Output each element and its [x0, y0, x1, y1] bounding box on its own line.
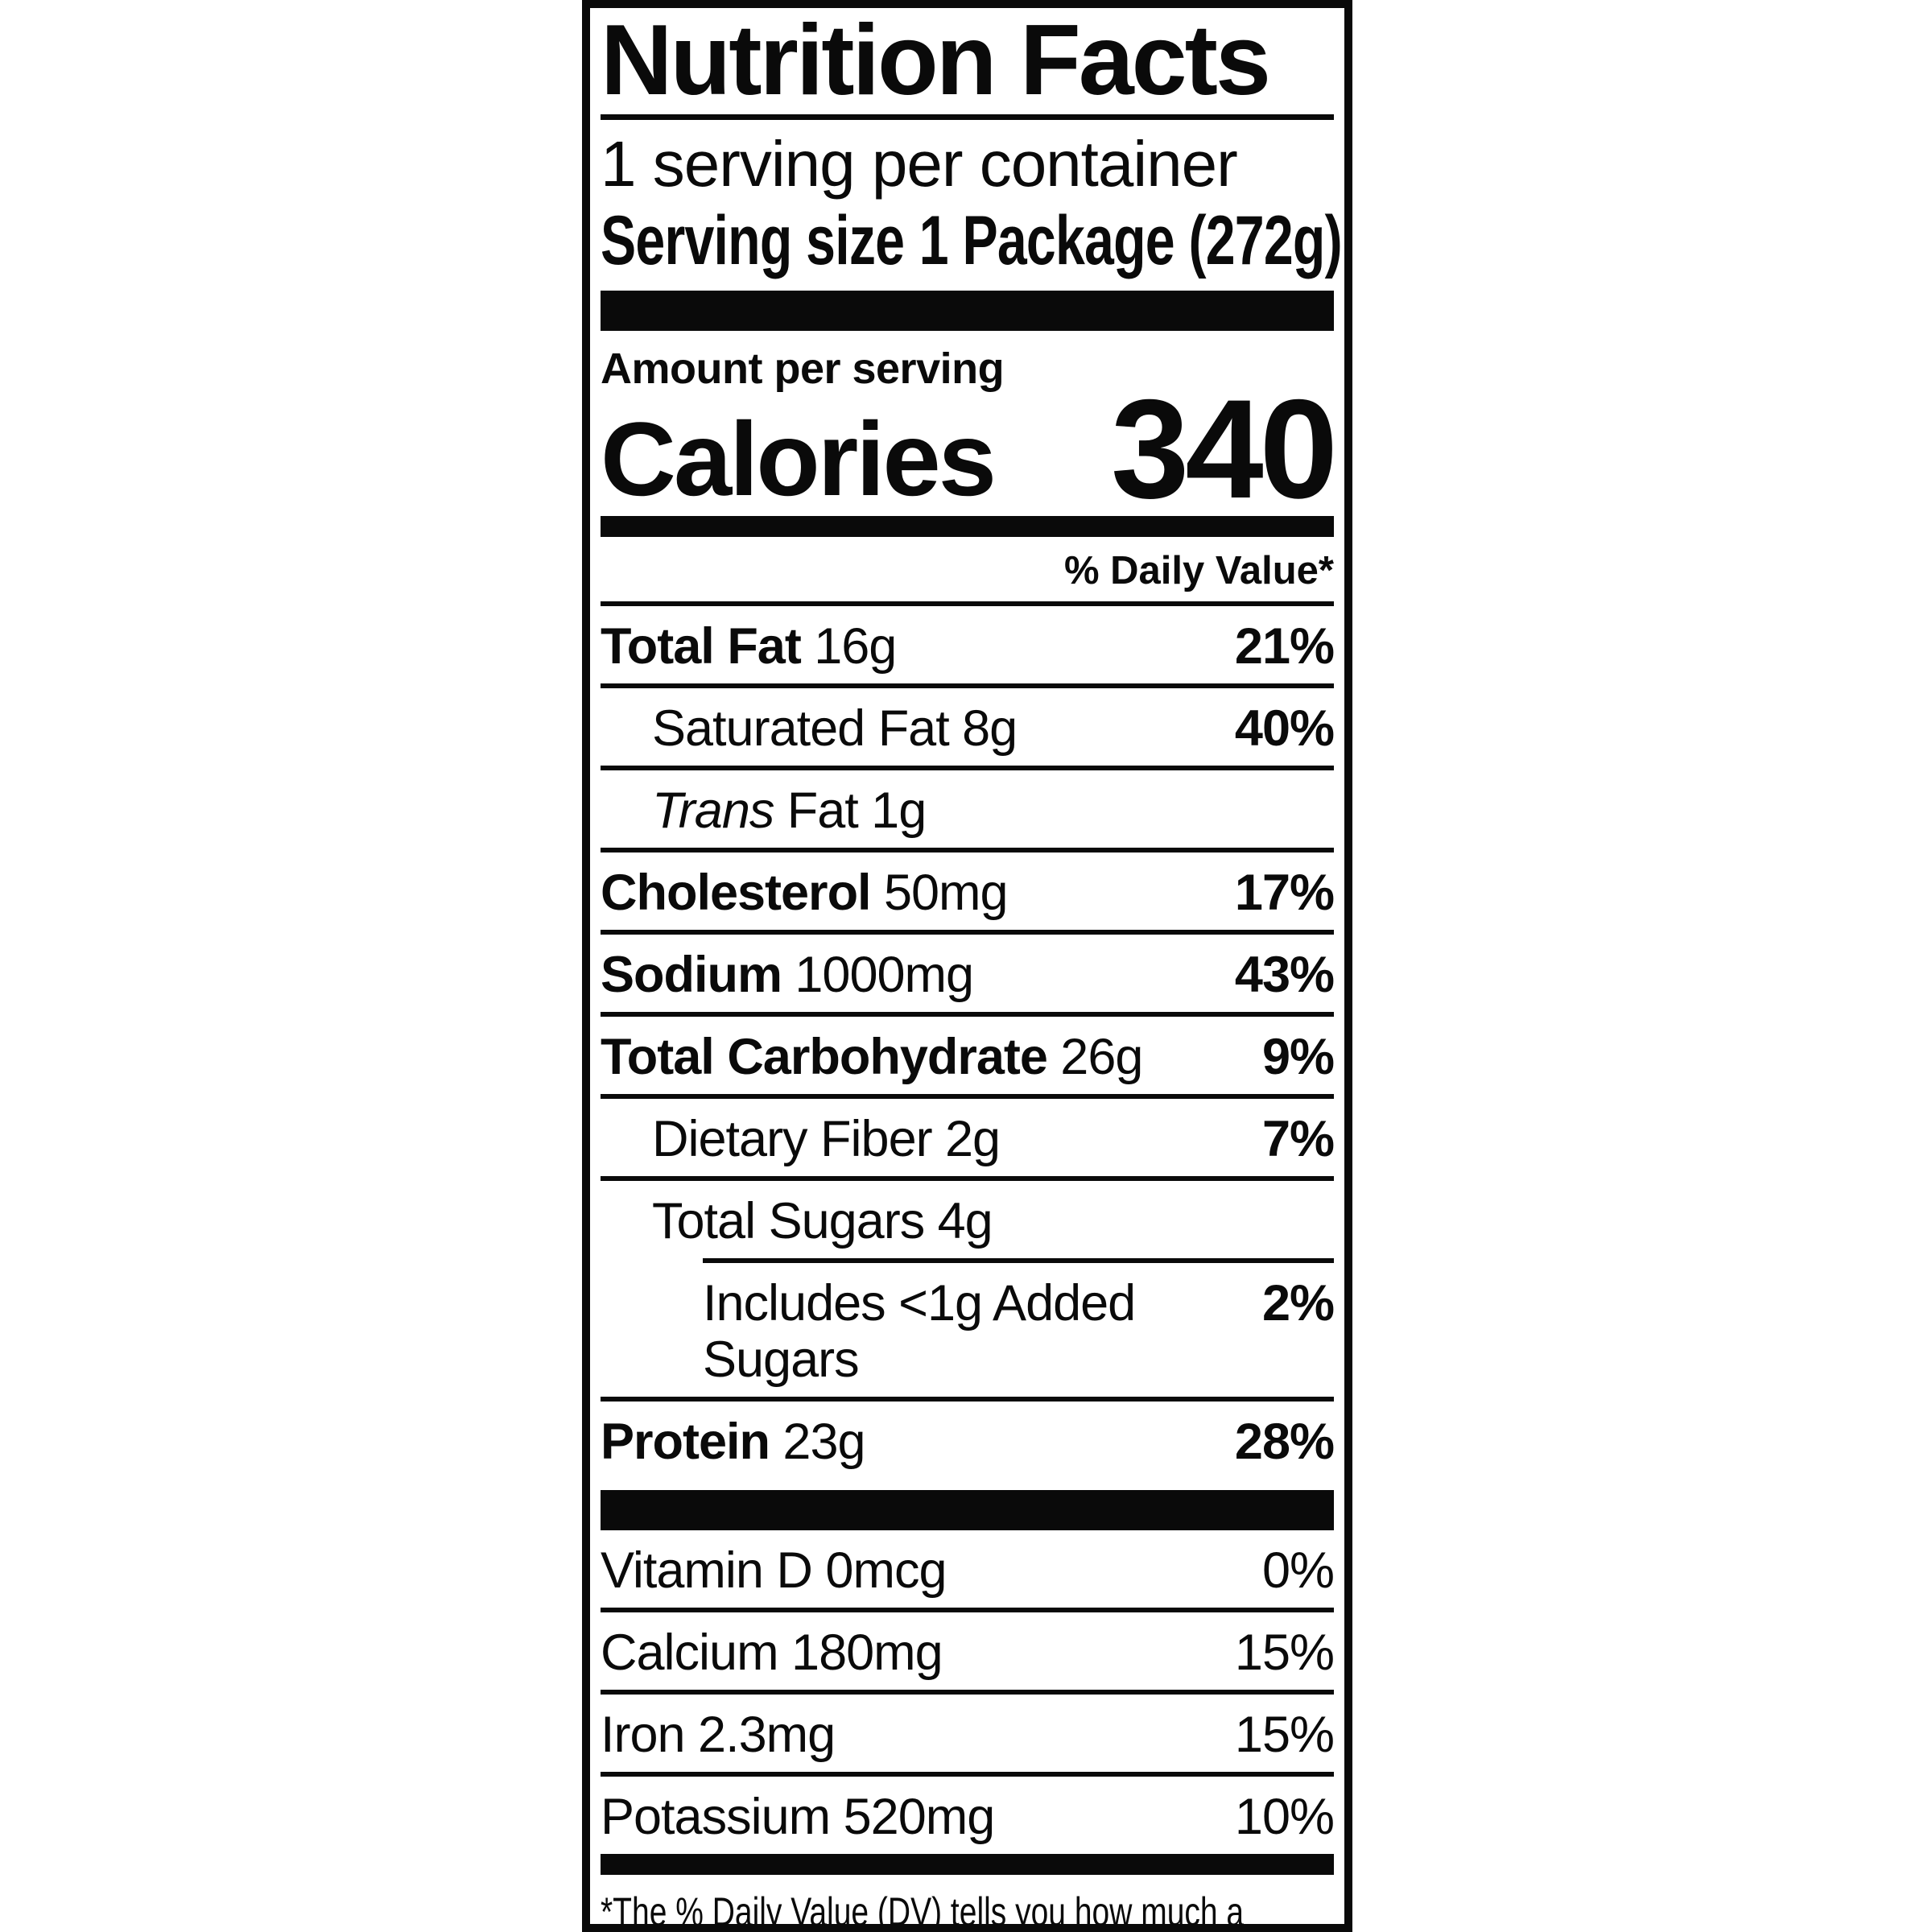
nutrient-name: Saturated Fat 8g: [652, 700, 1018, 757]
nutrient-pct: 17%: [1234, 865, 1335, 921]
nutrient-row-total-sugars: Total Sugars 4g: [601, 1176, 1334, 1258]
nutrient-name: Total Carbohydrate 26g: [601, 1029, 1143, 1085]
nutrient-name: Dietary Fiber 2g: [652, 1111, 1001, 1167]
calories-row: Calories 340: [601, 371, 1338, 528]
calories-divider-bar: [601, 516, 1334, 537]
nutrient-pct: 28%: [1234, 1414, 1335, 1470]
nutrient-row-dietary-fiber: Dietary Fiber 2g 7%: [601, 1094, 1335, 1176]
nutrient-row-saturated-fat: Saturated Fat 8g 40%: [601, 683, 1335, 766]
label-title: Nutrition Facts: [601, 5, 1271, 116]
nutrient-name: Includes <1g Added Sugars: [703, 1275, 1136, 1388]
nutrient-row-total-fat: Total Fat 16g 21%: [601, 601, 1335, 683]
serving-size-row: Serving size 1 Package (272g): [601, 202, 1343, 279]
nutrient-pct: 7%: [1261, 1111, 1335, 1167]
nutrient-pct: 43%: [1234, 947, 1335, 1003]
vitamin-name: Iron 2.3mg: [601, 1707, 836, 1763]
nutrient-row-cholesterol: Cholesterol 50mg 17%: [601, 848, 1335, 930]
serving-size-value: 1 Package (272g): [919, 202, 1343, 279]
vitamin-row-potassium: Potassium 520mg 10%: [601, 1772, 1335, 1854]
nutrient-pct: 21%: [1234, 618, 1335, 675]
calories-value: 340: [1111, 371, 1338, 528]
nutrient-name: Cholesterol 50mg: [601, 865, 1009, 921]
vitamin-name: Calcium 180mg: [601, 1624, 943, 1681]
nutrient-name: Trans Fat 1g: [652, 782, 927, 839]
vitamin-pct: 10%: [1234, 1789, 1335, 1845]
vitamin-pct: 15%: [1234, 1707, 1335, 1763]
title-divider: [601, 114, 1334, 120]
nutrient-pct: 2%: [1261, 1275, 1335, 1331]
section-bar-vitamins: [601, 1490, 1334, 1530]
vitamin-name: Potassium 520mg: [601, 1789, 995, 1845]
daily-value-footnote: *The % Daily Value (DV) tells you how mu…: [601, 1889, 1341, 1932]
nutrient-name: Total Fat 16g: [601, 618, 897, 675]
nutrient-row-total-carbohydrate: Total Carbohydrate 26g 9%: [601, 1012, 1335, 1094]
daily-value-header: % Daily Value*: [1063, 549, 1334, 592]
serving-size-text: Serving size 1 Package (272g): [601, 202, 1343, 279]
nutrient-pct: 9%: [1261, 1029, 1335, 1085]
amount-per-serving-label: Amount per serving: [601, 345, 1005, 393]
nutrient-row-trans-fat: Trans Fat 1g: [601, 766, 1334, 848]
vitamin-name: Vitamin D 0mcg: [601, 1542, 947, 1599]
section-bar-top: [601, 291, 1334, 331]
calories-label: Calories: [601, 400, 997, 518]
vitamin-row-iron: Iron 2.3mg 15%: [601, 1690, 1335, 1772]
nutrient-row-sodium: Sodium 1000mg 43%: [601, 930, 1335, 1012]
vitamin-row-vitamin-d: Vitamin D 0mcg 0%: [601, 1530, 1335, 1608]
vitamin-pct: 15%: [1234, 1624, 1335, 1681]
vitamin-row-calcium: Calcium 180mg 15%: [601, 1608, 1335, 1690]
footnote-divider-bar: [601, 1854, 1334, 1875]
serving-size-label: Serving size: [601, 202, 905, 279]
footnote-line: *The % Daily Value (DV) tells you how mu…: [601, 1889, 1245, 1932]
servings-per-container: 1 serving per container: [601, 128, 1238, 200]
nutrient-pct: 40%: [1234, 700, 1335, 757]
nutrient-name: Protein 23g: [601, 1414, 866, 1470]
nutrition-facts-label: Nutrition Facts 1 serving per container …: [582, 0, 1352, 1932]
vitamin-pct: 0%: [1261, 1542, 1335, 1599]
nutrient-name: Sodium 1000mg: [601, 947, 974, 1003]
nutrient-row-protein: Protein 23g 28%: [601, 1397, 1335, 1479]
nutrient-name: Total Sugars 4g: [652, 1193, 993, 1249]
nutrient-row-added-sugars: Includes <1g Added Sugars 2%: [703, 1258, 1335, 1397]
